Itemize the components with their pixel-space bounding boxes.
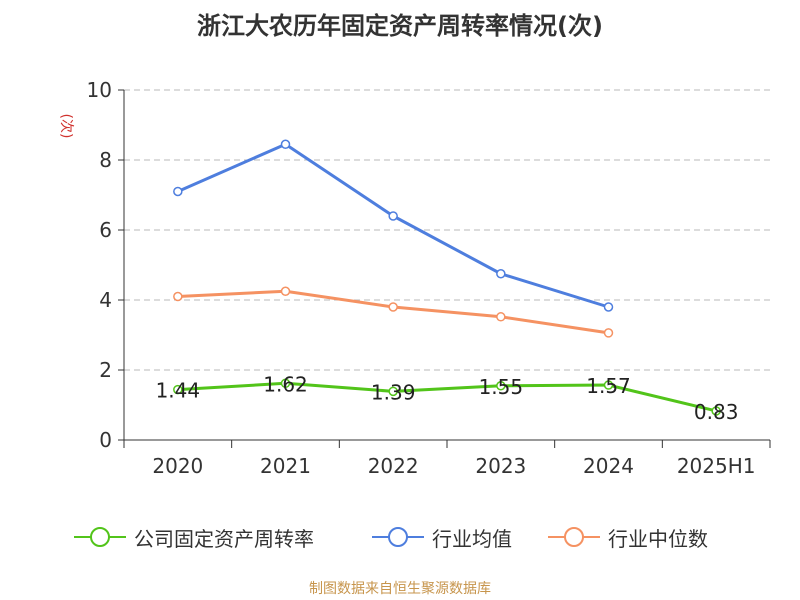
data-point bbox=[388, 386, 398, 397]
y-tick-label: 0 bbox=[99, 428, 112, 452]
x-tick-label: 2025H1 bbox=[677, 454, 756, 478]
legend: 公司固定资产周转率 行业均值 行业中位数 bbox=[0, 520, 800, 554]
data-point bbox=[388, 211, 398, 221]
y-tick-label: 2 bbox=[99, 358, 112, 382]
data-labels: 1.44 1.62 1.39 1.55 1.57 0.83 bbox=[156, 372, 739, 424]
legend-label: 行业中位数 bbox=[608, 526, 708, 551]
data-point bbox=[173, 291, 183, 302]
series-1 bbox=[173, 139, 614, 312]
data-label: 1.39 bbox=[371, 380, 416, 404]
series-2 bbox=[173, 286, 614, 338]
x-tick-label: 2020 bbox=[152, 454, 203, 478]
legend-line-icon bbox=[548, 527, 600, 547]
data-point bbox=[173, 186, 183, 197]
data-label: 1.57 bbox=[586, 374, 631, 398]
x-tick-label: 2021 bbox=[260, 454, 311, 478]
legend-line-icon bbox=[372, 527, 424, 547]
x-tick-label: 2022 bbox=[368, 454, 419, 478]
data-point bbox=[496, 269, 506, 279]
chart-title: 浙江大农历年固定资产周转率情况(次) bbox=[197, 12, 603, 40]
y-tick-label: 10 bbox=[87, 78, 112, 102]
grid-lines bbox=[124, 89, 770, 371]
data-point bbox=[496, 381, 506, 391]
y-tick-label: 6 bbox=[99, 218, 112, 242]
data-point bbox=[603, 380, 614, 390]
legend-line-icon bbox=[74, 527, 126, 547]
data-point bbox=[603, 328, 614, 338]
legend-item-industry-median[interactable]: 行业中位数 bbox=[546, 520, 708, 554]
x-tick-label: 2023 bbox=[475, 454, 526, 478]
data-point bbox=[280, 139, 291, 149]
y-axis-label: (次) bbox=[58, 114, 74, 139]
y-tick-label: 8 bbox=[99, 148, 112, 172]
data-point bbox=[711, 406, 721, 416]
legend-label: 行业均值 bbox=[432, 526, 512, 551]
series-line bbox=[177, 381, 717, 413]
data-point bbox=[280, 286, 291, 296]
legend-item-company[interactable]: 公司固定资产周转率 bbox=[72, 520, 314, 554]
data-point bbox=[496, 312, 506, 322]
series-line bbox=[177, 142, 609, 309]
series-0 bbox=[173, 378, 721, 416]
data-label: 1.62 bbox=[263, 372, 308, 396]
data-label: 1.44 bbox=[156, 379, 201, 403]
data-label: 1.55 bbox=[479, 375, 524, 399]
series bbox=[173, 139, 721, 416]
y-tick-label: 4 bbox=[99, 288, 112, 312]
data-point bbox=[173, 384, 183, 395]
data-point bbox=[603, 302, 614, 312]
axes: 0 2 4 6 8 10 2020 2021 2022 2023 2024 2025H1 bbox=[87, 78, 771, 478]
data-label: 0.83 bbox=[694, 400, 739, 424]
source-note: 制图数据来自恒生聚源数据库 bbox=[309, 581, 491, 597]
series-line bbox=[177, 289, 609, 335]
legend-label: 公司固定资产周转率 bbox=[134, 526, 314, 551]
data-point bbox=[280, 378, 291, 389]
x-tick-label: 2024 bbox=[583, 454, 634, 478]
legend-item-industry-average[interactable]: 行业均值 bbox=[370, 520, 512, 554]
data-point bbox=[388, 302, 398, 312]
